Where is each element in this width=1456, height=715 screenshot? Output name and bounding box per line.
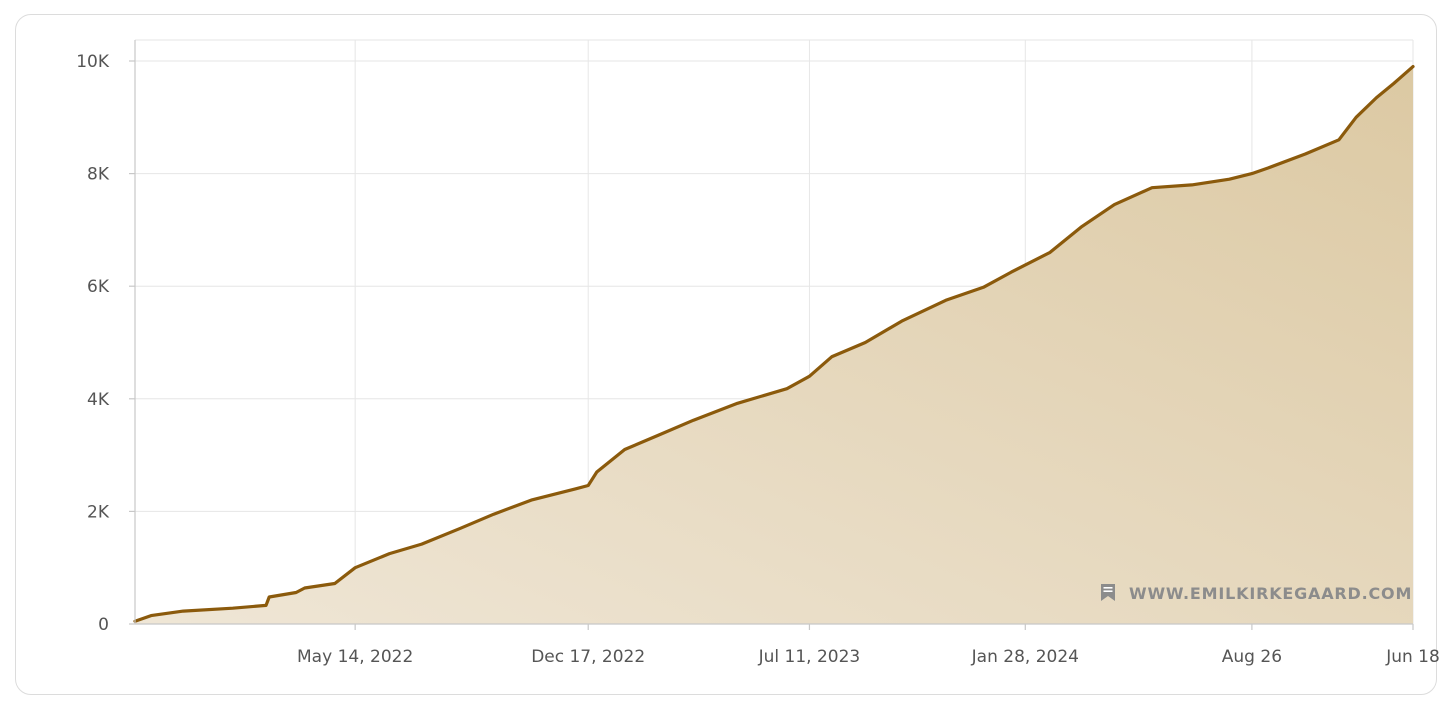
watermark[interactable]: WWW.EMILKIRKEGAARD.COM	[1101, 584, 1412, 603]
chart-grid	[135, 39, 1414, 624]
y-tick-label: 6K	[87, 277, 110, 297]
y-tick-label: 10K	[76, 52, 110, 72]
x-tick-label: May 14, 2022	[297, 647, 413, 667]
y-tick-label: 8K	[87, 165, 110, 185]
x-tick-label: Dec 17, 2022	[531, 647, 645, 667]
watermark-text: WWW.EMILKIRKEGAARD.COM	[1129, 584, 1412, 603]
x-tick-label: Jul 11, 2023	[758, 647, 861, 667]
x-tick-label: Jan 28, 2024	[971, 647, 1079, 667]
x-tick-label: Jun 18	[1385, 647, 1440, 667]
y-axis-tick-labels: 0 2K 4K 6K 8K 10K	[76, 52, 110, 635]
y-tick-label: 2K	[87, 502, 110, 522]
y-tick-label: 0	[98, 615, 109, 635]
area-fill	[135, 66, 1413, 625]
x-axis-tick-labels: May 14, 2022 Dec 17, 2022 Jul 11, 2023 Jan …	[297, 647, 1440, 667]
x-tick-label: Aug 26	[1222, 647, 1282, 667]
bookmark-icon	[1101, 584, 1115, 601]
y-tick-label: 4K	[87, 390, 110, 410]
series-line	[133, 65, 1415, 623]
chart-axes	[129, 40, 1414, 630]
